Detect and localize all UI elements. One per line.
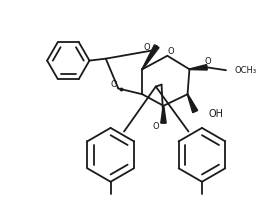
Text: O: O: [110, 80, 117, 89]
Text: O: O: [204, 57, 211, 66]
Text: O: O: [144, 42, 150, 52]
Text: OCH₃: OCH₃: [235, 65, 257, 74]
Polygon shape: [161, 106, 166, 123]
Polygon shape: [189, 65, 207, 71]
Text: OH: OH: [209, 108, 224, 118]
Polygon shape: [187, 95, 198, 113]
Text: O: O: [168, 46, 175, 55]
Polygon shape: [142, 45, 159, 70]
Text: O: O: [153, 121, 159, 130]
